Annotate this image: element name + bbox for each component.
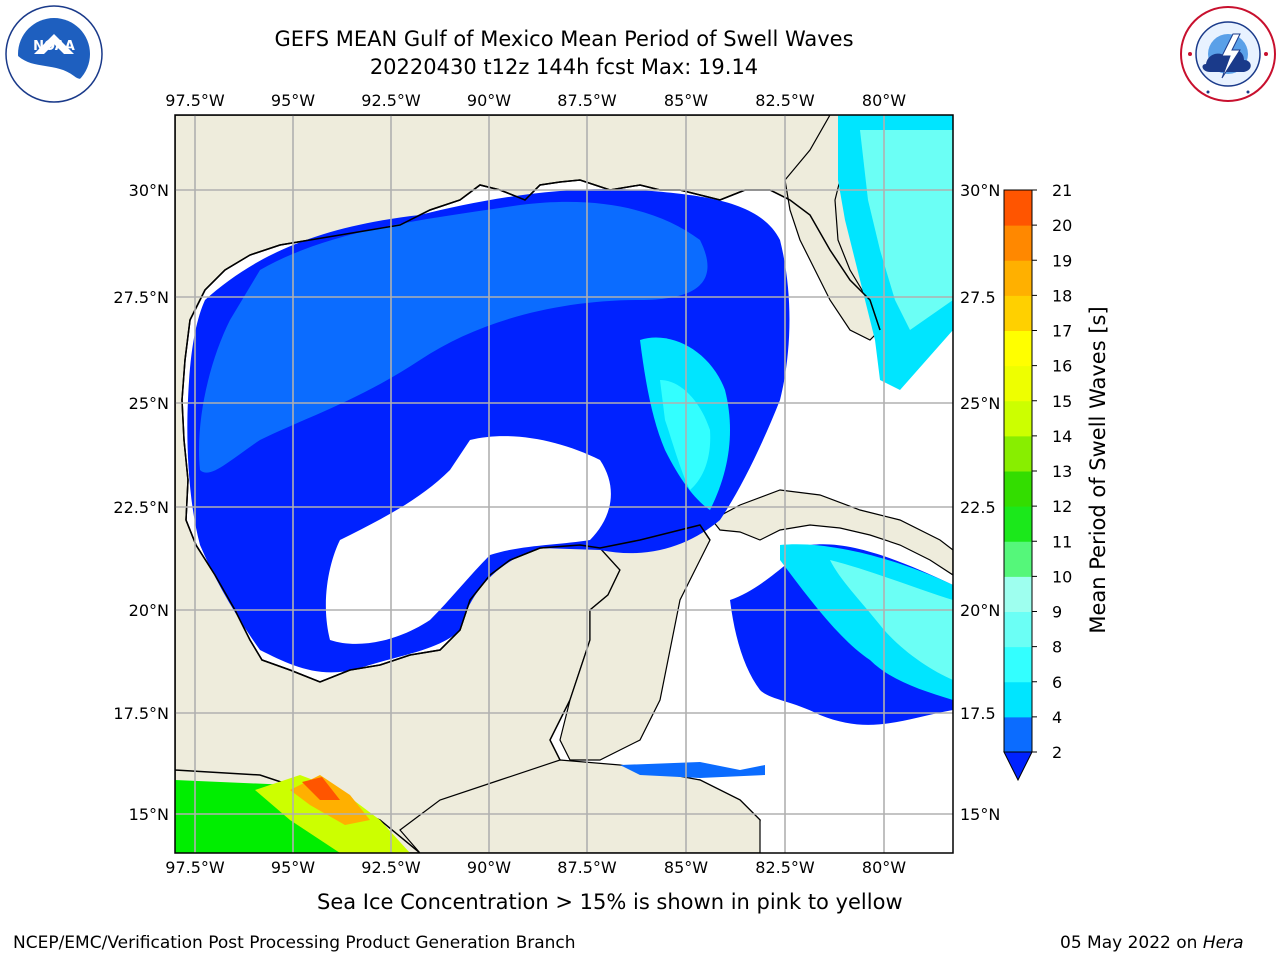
noaa-logo: NOAA xyxy=(4,4,104,108)
colorbar-extend-arrow xyxy=(1003,751,1033,782)
colorbar-segment xyxy=(1004,330,1032,367)
footer-date: 05 May 2022 on Hera xyxy=(1060,933,1244,953)
colorbar-tick-label: 2 xyxy=(1052,743,1062,762)
colorbar-segment xyxy=(1004,541,1032,577)
lon-label-bottom: 85°W xyxy=(664,858,708,877)
colorbar-segment xyxy=(1004,471,1032,507)
caribbean-band-8s xyxy=(830,560,953,680)
footer-host: Hera xyxy=(1202,933,1244,953)
lon-label-top: 92.5°W xyxy=(361,91,421,110)
lat-label-left: 25°N xyxy=(129,394,169,413)
nws-emblem-icon xyxy=(1180,6,1276,102)
colorbar-tick-label: 18 xyxy=(1052,286,1072,305)
nodata-hole-1 xyxy=(325,436,611,644)
lon-label-bottom: 92.5°W xyxy=(361,858,421,877)
lat-label-right: 22.5 xyxy=(960,498,996,517)
swell-band-2s xyxy=(199,201,708,473)
lat-label-right: 27.5 xyxy=(960,288,996,307)
colorbar-segment xyxy=(1004,260,1032,296)
colorbar-tick-label: 16 xyxy=(1052,357,1072,376)
lon-label-top: 85°W xyxy=(664,91,708,110)
lon-label-top: 97.5°W xyxy=(165,91,225,110)
colorbar-segment xyxy=(1004,295,1032,331)
colorbar-tick-label: 21 xyxy=(1052,181,1072,200)
lat-label-left: 22.5°N xyxy=(113,498,169,517)
gulf-north-coastline xyxy=(204,179,881,331)
colorbar-segment xyxy=(1004,365,1032,402)
noaa-logo-text: NOAA xyxy=(33,39,75,54)
colorbar-segment xyxy=(1004,611,1032,648)
colorbar-tick-label: 13 xyxy=(1052,462,1072,481)
lon-label-bottom: 82.5°W xyxy=(755,858,815,877)
colorbar-tick-label: 10 xyxy=(1052,567,1072,586)
lon-label-bottom: 80°W xyxy=(862,858,906,877)
lat-label-left: 17.5°N xyxy=(113,704,169,723)
nws-logo xyxy=(1178,4,1278,108)
honduras-band xyxy=(620,762,765,778)
colorbar-segment xyxy=(1004,716,1032,753)
lat-label-right: 17.5 xyxy=(960,704,996,723)
colorbar-tick-label: 4 xyxy=(1052,708,1062,727)
lat-label-left: 27.5°N xyxy=(113,288,169,307)
swell-band-6s xyxy=(660,380,711,490)
colorbar-tick-label: 8 xyxy=(1052,638,1062,657)
colorbar-tick-label: 14 xyxy=(1052,427,1072,446)
noaa-emblem-icon: NOAA xyxy=(5,5,103,103)
footer-credit: NCEP/EMC/Verification Post Processing Pr… xyxy=(13,933,576,953)
lon-label-top: 82.5°W xyxy=(755,91,815,110)
sea-ice-note: Sea Ice Concentration > 15% is shown in … xyxy=(317,890,903,914)
map-frame xyxy=(174,114,954,854)
colorbar-tick-label: 9 xyxy=(1052,603,1062,622)
lon-label-top: 87.5°W xyxy=(557,91,617,110)
lat-label-right: 15°N xyxy=(960,805,1000,824)
lon-label-top: 95°W xyxy=(271,91,315,110)
colorbar-tick-label: 11 xyxy=(1052,532,1072,551)
colorbar-segment xyxy=(1004,225,1032,261)
colorbar-segment xyxy=(1004,646,1032,683)
lon-label-bottom: 95°W xyxy=(271,858,315,877)
colorbar-label: Mean Period of Swell Waves [s] xyxy=(1086,306,1110,634)
pacific-band-19s xyxy=(302,777,340,800)
footer-date-text: 05 May 2022 on xyxy=(1060,933,1203,953)
colorbar-tick-label: 20 xyxy=(1052,216,1072,235)
lat-label-left: 20°N xyxy=(129,601,169,620)
colorbar-segment xyxy=(1004,190,1032,226)
lon-label-top: 80°W xyxy=(862,91,906,110)
colorbar-tick-label: 17 xyxy=(1052,322,1072,341)
lon-label-bottom: 90°W xyxy=(467,858,511,877)
chart-title: GEFS MEAN Gulf of Mexico Mean Period of … xyxy=(274,27,854,51)
colorbar-tick-label: 15 xyxy=(1052,392,1072,411)
colorbar-segment xyxy=(1004,576,1032,612)
lat-label-right: 20°N xyxy=(960,601,1000,620)
colorbar-tick-label: 12 xyxy=(1052,497,1072,516)
map-area xyxy=(175,115,953,853)
colorbar-tick-label: 6 xyxy=(1052,673,1062,692)
colorbar-tick-label: 19 xyxy=(1052,251,1072,270)
colorbar-segment xyxy=(1004,506,1032,542)
lat-label-left: 15°N xyxy=(129,805,169,824)
colorbar-segment xyxy=(1004,681,1032,718)
colorbar-segment xyxy=(1004,400,1032,437)
lat-label-right: 25°N xyxy=(960,394,1000,413)
lat-label-left: 30°N xyxy=(129,181,169,200)
lon-label-bottom: 97.5°W xyxy=(165,858,225,877)
colorbar-segment xyxy=(1004,435,1032,472)
lon-label-bottom: 87.5°W xyxy=(557,858,617,877)
chart-subtitle: 20220430 t12z 144h fcst Max: 19.14 xyxy=(369,55,759,79)
lat-label-right: 30°N xyxy=(960,181,1000,200)
lon-label-top: 90°W xyxy=(467,91,511,110)
land-cuba xyxy=(711,489,953,576)
caribbean-band-4s xyxy=(780,544,953,700)
